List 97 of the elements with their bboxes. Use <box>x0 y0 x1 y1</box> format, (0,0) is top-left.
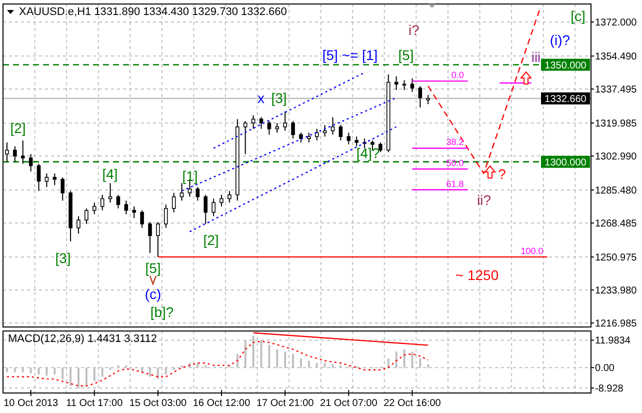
x-tick-label: 11 Oct 17:00 <box>66 398 124 409</box>
candlestick <box>251 114 256 130</box>
y-tick-label: 1372.000 <box>595 18 638 29</box>
annotation: iii <box>531 48 541 65</box>
ref-line-label: 1350.000 <box>544 60 587 72</box>
annotation: [c] <box>570 8 586 24</box>
y-tick-label: 1268.485 <box>595 218 638 230</box>
annotation: (c) <box>144 286 162 302</box>
candlestick <box>259 116 264 130</box>
y-tick-label: 11.9834 <box>595 336 631 347</box>
x-tick-label: 16 Oct 12:00 <box>192 398 251 409</box>
y-tick-label: 0.00 <box>595 363 615 374</box>
candlestick <box>52 172 57 186</box>
x-tick-label: 10 Oct 2013 <box>4 398 58 409</box>
y-tick-label: 1354.490 <box>595 52 638 63</box>
chart-title: XAUUSD.e,H1 1331.890 1334.430 1329.730 1332.660 <box>19 6 287 18</box>
annotation: ii? <box>476 192 492 208</box>
x-tick-label: 21 Oct 07:00 <box>320 398 378 409</box>
series-label: 0.0 <box>451 70 464 80</box>
annotation: [5] <box>145 260 161 276</box>
y-tick-label: 1216.985 <box>595 318 638 330</box>
y-tick-label: 1302.990 <box>595 152 638 163</box>
candlestick <box>156 221 160 258</box>
series-label: 50.0 <box>446 158 464 168</box>
candlestick <box>164 204 168 228</box>
series-label: 100.0 <box>520 246 544 256</box>
candlestick <box>354 136 358 147</box>
annotation: x <box>258 90 264 106</box>
candlestick <box>28 154 33 172</box>
candlestick <box>13 146 17 162</box>
candlestick <box>116 194 120 209</box>
candlestick <box>100 194 104 211</box>
y-tick-label: -8.928 <box>595 384 624 395</box>
candlestick <box>346 132 351 145</box>
candlestick <box>20 140 25 164</box>
candlestick <box>307 132 311 143</box>
candlestick <box>243 120 248 155</box>
candlestick <box>180 182 184 202</box>
candlestick <box>84 208 88 224</box>
annotation: [3] <box>55 250 71 266</box>
annotation: [1] <box>182 168 198 184</box>
y-tick-label: 1250.975 <box>595 252 638 264</box>
candlestick <box>108 182 112 204</box>
candlestick <box>314 128 319 141</box>
y-tick-label: 1233.980 <box>595 285 638 296</box>
candlestick <box>124 200 128 215</box>
candlestick <box>291 120 295 140</box>
y-tick-label: 1319.985 <box>595 118 638 130</box>
candlestick <box>378 142 382 153</box>
y-tick-label: 1337.495 <box>595 84 638 96</box>
annotation: [5] <box>398 46 414 63</box>
candlestick <box>410 78 414 92</box>
series-label: 61.8 <box>446 178 464 189</box>
candlestick <box>76 216 80 234</box>
candlestick <box>212 198 216 217</box>
candlestick <box>196 186 200 202</box>
candlestick <box>140 210 144 228</box>
chart-title: MACD(12,26,9) 1.4431 3.3112 <box>8 333 157 345</box>
annotation: [4]? <box>356 144 380 161</box>
annotation: ~ 1250 <box>455 266 499 283</box>
candlestick <box>132 206 136 219</box>
series-label: 38.2 <box>446 137 464 148</box>
annotation: [2] <box>203 232 219 248</box>
candlestick <box>299 132 303 143</box>
candlestick <box>5 142 9 162</box>
annotation: ? <box>498 166 506 182</box>
x-tick-label: 17 Oct 21:00 <box>256 398 314 409</box>
y-tick-label: 1285.480 <box>595 185 638 196</box>
annotation: (i)? <box>550 32 570 48</box>
candlestick <box>92 202 96 215</box>
ref-line-label: 1332.660 <box>544 94 587 105</box>
candlestick <box>426 94 430 105</box>
candlestick <box>36 163 41 192</box>
annotation: [2] <box>10 120 26 136</box>
annotation: i? <box>408 22 420 38</box>
candlestick <box>172 192 176 213</box>
candlestick <box>267 120 272 136</box>
ref-line-label: 1300.000 <box>544 157 587 168</box>
candlestick <box>228 190 232 204</box>
candlestick <box>322 124 327 138</box>
candlestick <box>418 86 422 108</box>
candlestick <box>44 172 49 188</box>
candlestick <box>220 194 224 207</box>
candlestick <box>338 124 343 141</box>
candlestick <box>204 194 208 224</box>
annotation: [4] <box>102 166 118 182</box>
annotation: [b]? <box>150 304 174 320</box>
annotation: [5] ~= [1] <box>322 46 378 63</box>
x-tick-label: 15 Oct 03:00 <box>129 398 188 409</box>
candlestick <box>330 116 335 136</box>
candlestick <box>60 176 64 202</box>
candlestick <box>394 76 398 90</box>
candlestick <box>283 110 287 132</box>
x-tick-label: 22 Oct 16:00 <box>384 398 442 409</box>
annotation: [3] <box>271 90 287 106</box>
candlestick <box>275 122 280 134</box>
candlestick <box>148 221 152 254</box>
